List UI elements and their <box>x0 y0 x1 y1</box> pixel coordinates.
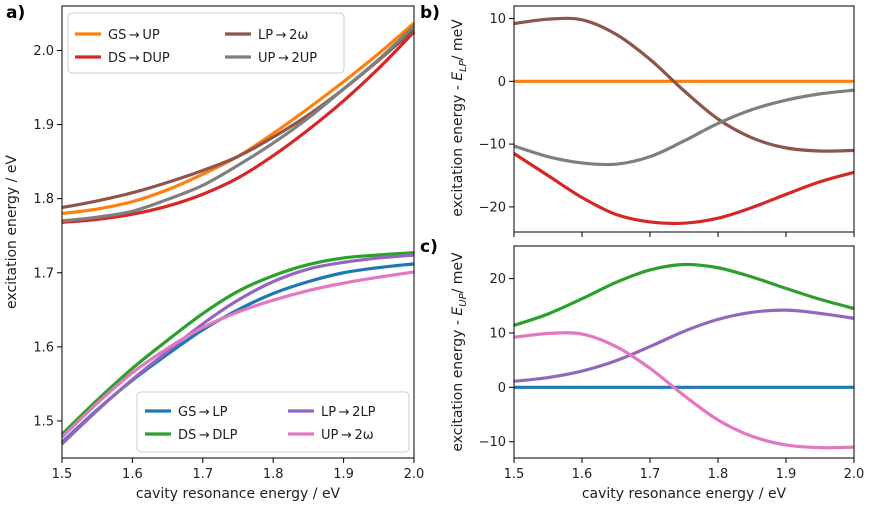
x-tick-label: 1.6 <box>122 467 143 482</box>
legend-bottom: GS → LP DS → DLP LP → 2LP UP → 2ω <box>136 391 410 453</box>
series-line-a-1 <box>61 30 416 224</box>
panel-c-xlabel: cavity resonance energy / eV <box>582 486 787 502</box>
panel-b-series <box>513 16 855 226</box>
x-tick-label: 1.9 <box>333 467 354 482</box>
x-tick-label: 1.9 <box>776 467 797 482</box>
x-tick-label: 2.0 <box>844 467 865 482</box>
legend-entry: DS → DUP <box>108 51 170 66</box>
series-line-a-7 <box>60 270 415 439</box>
panel-label-b: b) <box>420 3 440 23</box>
y-tick-label: 1.6 <box>33 340 54 355</box>
y-tick-label: 1.8 <box>33 192 54 207</box>
series-line-c-2 <box>513 308 855 383</box>
y-tick-label: 1.7 <box>33 266 54 281</box>
panel-b-ylabel: excitation energy - ELP/ meV <box>450 19 469 217</box>
y-tick-label: −10 <box>479 435 506 450</box>
panel-a: 1.5 1.6 1.7 1.8 1.9 2.0 1.5 1.6 1.7 1.8 1.9 2.0 cav… <box>4 5 424 502</box>
legend-entry: UP → 2ω <box>321 428 374 443</box>
legend-entry: LP → 2LP <box>321 405 376 420</box>
legend-top-box <box>67 12 345 74</box>
panel-c: 1.5 1.6 1.7 1.8 1.9 2.0 20 10 0 −10 cavity resona… <box>450 245 865 502</box>
legend-bottom-box <box>136 391 410 453</box>
x-tick-label: 1.5 <box>52 467 73 482</box>
panel-c-series <box>513 262 855 450</box>
y-tick-label: 10 <box>489 12 506 27</box>
y-tick-label: 20 <box>489 272 506 287</box>
y-tick-label: 10 <box>489 326 506 341</box>
y-tick-label: 2.0 <box>33 44 54 59</box>
panel-c-ticks: 1.5 1.6 1.7 1.8 1.9 2.0 20 10 0 −10 <box>479 272 865 482</box>
panel-b: 10 0 −10 −20 excitation energy - ELP/ meV <box>450 5 855 237</box>
y-tick-label: 0 <box>498 381 506 396</box>
series-line-c-3 <box>513 331 855 450</box>
legend-entry: LP → 2ω <box>258 28 308 43</box>
series-line-a-3 <box>61 24 416 223</box>
x-tick-label: 1.5 <box>504 467 525 482</box>
x-tick-label: 1.7 <box>640 467 661 482</box>
panel-a-ticks: 1.5 1.6 1.7 1.8 1.9 2.0 1.5 1.6 1.7 1.8 1.9 2.0 <box>33 44 424 482</box>
legend-entry: DS → DLP <box>178 428 238 443</box>
y-tick-label: −20 <box>479 200 506 215</box>
y-tick-label: 0 <box>498 75 506 90</box>
x-tick-label: 1.8 <box>708 467 729 482</box>
series-line-b-1 <box>513 16 855 153</box>
series-line-a-6 <box>60 253 415 446</box>
panel-b-frame <box>513 5 855 233</box>
panel-label-c: c) <box>420 237 438 257</box>
x-tick-label: 2.0 <box>404 467 425 482</box>
series-line-b-2 <box>513 88 855 167</box>
y-tick-label: 1.5 <box>33 414 54 429</box>
x-tick-label: 1.6 <box>572 467 593 482</box>
x-tick-label: 1.8 <box>263 467 284 482</box>
panel-c-ylabel: excitation energy - EUP/ meV <box>450 252 469 452</box>
y-tick-label: −10 <box>479 138 506 153</box>
series-line-c-1 <box>513 262 855 327</box>
panel-b-ticks: 10 0 −10 −20 <box>479 12 855 237</box>
panel-c-frame <box>513 245 855 459</box>
y-tick-label: 1.9 <box>33 118 54 133</box>
panel-a-xlabel: cavity resonance energy / eV <box>136 486 341 502</box>
panel-label-a: a) <box>6 3 25 23</box>
x-tick-label: 1.7 <box>192 467 213 482</box>
series-line-b-3 <box>513 152 855 226</box>
legend-top: GS → UP DS → DUP LP → 2ω UP → 2UP <box>67 12 345 74</box>
panel-a-ylabel: excitation energy / eV <box>4 155 20 309</box>
legend-entry: GS → LP <box>178 405 228 420</box>
legend-entry: GS → UP <box>108 28 160 43</box>
panel-a-frame <box>61 5 415 459</box>
panel-a-series <box>60 21 416 446</box>
legend-entry: UP → 2UP <box>258 51 317 66</box>
series-line-a-5 <box>60 251 415 436</box>
